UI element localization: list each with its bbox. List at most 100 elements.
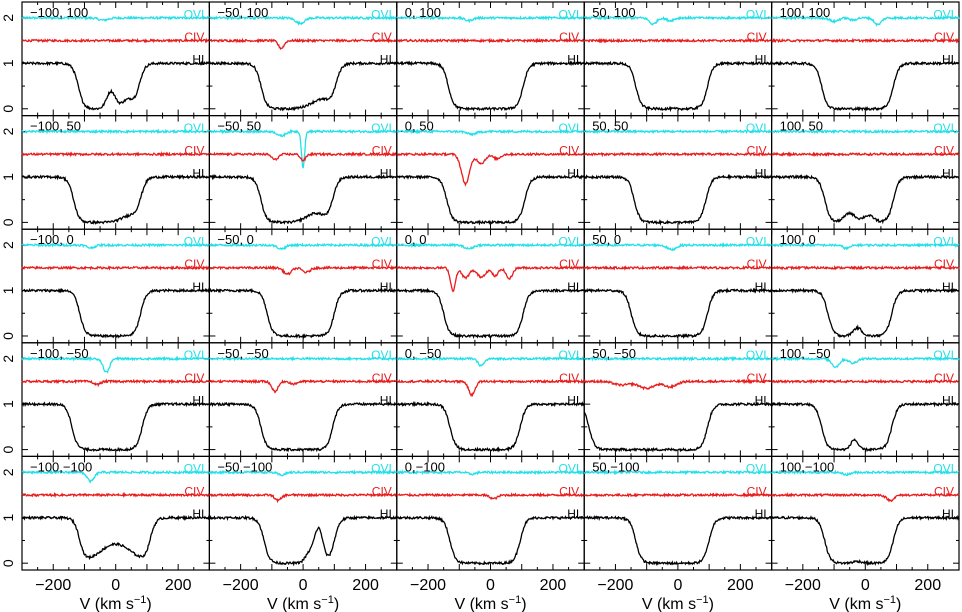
panel-label: 50, 0 [592, 232, 621, 247]
series-line-hi [21, 401, 210, 453]
series-label-hi: HI [942, 280, 954, 294]
panel-label: −50, −50 [217, 346, 268, 361]
x-tick-label: −200 [223, 577, 259, 594]
series-label-hi: HI [567, 166, 579, 180]
x-axis-label: V (km s−1) [80, 594, 152, 612]
series-label-civ: CIV [559, 30, 579, 44]
x-axis-label: V (km s−1) [829, 594, 901, 612]
series-line-ovi [21, 469, 210, 484]
panel-label: 50,−100 [592, 459, 639, 474]
panel-label: 100,−100 [780, 459, 835, 474]
x-tick-label: 200 [352, 577, 379, 594]
series-line-ovi [396, 356, 585, 368]
series-line-hi [208, 173, 398, 225]
series-line-civ [771, 264, 960, 271]
series-line-ovi [583, 241, 772, 252]
y-tick-label: 2 [0, 468, 16, 476]
x-tick-label: 0 [673, 577, 682, 594]
series-label-hi: HI [567, 280, 579, 294]
series-line-hi [396, 514, 585, 566]
series-label-hi: HI [380, 280, 392, 294]
series-label-civ: CIV [559, 257, 579, 271]
x-axis-label: V (km s−1) [267, 594, 339, 612]
panel: OVI CIV HI 50, 100 [583, 1, 773, 117]
series-line-civ [208, 492, 398, 504]
series-label-civ: CIV [559, 371, 579, 385]
series-label-ovi: OVI [933, 462, 954, 476]
series-label-civ: CIV [372, 30, 392, 44]
series-line-civ [396, 265, 585, 293]
panel-label: 100, 50 [780, 119, 823, 134]
x-tick-label: 0 [486, 577, 495, 594]
series-label-civ: CIV [184, 371, 204, 385]
x-tick-label: −200 [597, 577, 633, 594]
series-line-ovi [771, 356, 960, 368]
panel: OVI CIV HI −50, 0 [208, 228, 398, 344]
series-label-ovi: OVI [371, 234, 392, 248]
series-label-ovi: OVI [559, 462, 580, 476]
series-label-civ: CIV [747, 30, 767, 44]
series-line-civ [771, 491, 960, 503]
panel-label: 0, 100 [405, 5, 441, 20]
x-axis-label: V (km s−1) [642, 594, 714, 612]
panel: OVI CIV HI 50, 50 [583, 114, 773, 230]
series-line-hi [21, 174, 210, 225]
panel-label: 50, −50 [592, 346, 636, 361]
panel-label: 100, 100 [780, 5, 831, 20]
series-label-hi: HI [755, 166, 767, 180]
panel-label: 100, 0 [780, 232, 816, 247]
series-label-hi: HI [755, 507, 767, 521]
series-label-hi: HI [942, 507, 954, 521]
series-line-hi [583, 173, 773, 226]
panel: OVI CIV HI −100,−100 0 1 2 −200 0 200 V (km s−1) [0, 455, 211, 612]
panel: OVI CIV HI 0,−100 −200 0 200 V (km s−1) [396, 455, 585, 612]
series-label-ovi: OVI [746, 234, 767, 248]
panel-ticks [771, 342, 960, 457]
y-tick-label: 2 [0, 14, 16, 22]
series-line-hi [209, 287, 398, 339]
series-label-hi: HI [192, 166, 204, 180]
series-line-ovi [21, 242, 210, 250]
y-tick-label: 0 [0, 445, 16, 453]
series-line-ovi [209, 15, 398, 27]
series-line-ovi [21, 355, 210, 374]
panel: OVI CIV HI 0, −50 [396, 342, 585, 457]
series-line-hi [208, 60, 397, 112]
series-line-hi [396, 173, 585, 226]
panel: OVI CIV HI 0, 50 [396, 114, 585, 230]
series-label-civ: CIV [372, 484, 392, 498]
series-label-hi: HI [192, 53, 204, 67]
y-tick-label: 0 [0, 559, 16, 567]
panel-label: −100, −50 [30, 346, 89, 361]
series-line-hi [21, 514, 211, 561]
series-label-hi: HI [567, 53, 579, 67]
series-label-ovi: OVI [933, 348, 954, 362]
series-line-hi [209, 514, 398, 567]
series-label-ovi: OVI [184, 121, 205, 135]
x-tick-label: 0 [111, 577, 120, 594]
series-line-hi [583, 401, 773, 453]
series-line-civ [21, 491, 210, 499]
panel: OVI CIV HI −50, 50 [208, 114, 398, 230]
series-line-hi [770, 60, 960, 112]
series-label-civ: CIV [184, 30, 204, 44]
series-line-ovi [583, 15, 773, 26]
panel: OVI CIV HI 100, −50 [770, 342, 960, 457]
panel: OVI CIV HI −100, 100 0 1 2 [0, 1, 210, 117]
x-tick-label: 200 [914, 577, 941, 594]
series-line-ovi [209, 128, 398, 169]
series-label-hi: HI [567, 507, 579, 521]
series-line-hi [396, 287, 585, 340]
series-label-ovi: OVI [559, 7, 580, 21]
series-line-civ [583, 492, 772, 499]
panel-label: −100, 0 [30, 232, 74, 247]
series-label-civ: CIV [747, 484, 767, 498]
series-line-civ [21, 37, 210, 44]
x-tick-label: −200 [35, 577, 71, 594]
series-line-civ [209, 37, 398, 50]
panel-label: 0, 0 [405, 232, 427, 247]
series-label-civ: CIV [934, 257, 954, 271]
series-line-civ [396, 378, 585, 398]
series-label-hi: HI [755, 53, 767, 67]
